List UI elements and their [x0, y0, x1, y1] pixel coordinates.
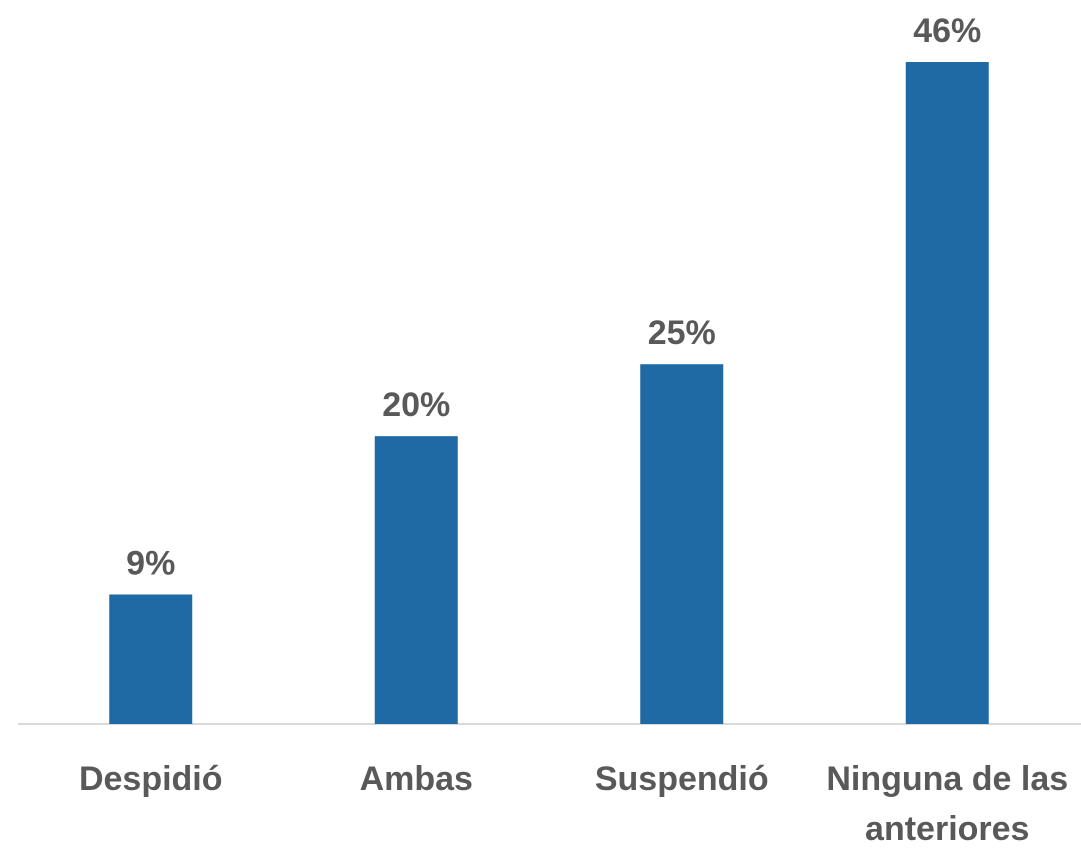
value-label-3: 25%: [648, 314, 716, 352]
value-label-1: 9%: [126, 544, 175, 582]
category-label-line: anteriores: [865, 810, 1029, 848]
bar-2: [374, 436, 458, 724]
bar-1: [109, 594, 193, 724]
bar-4: [905, 62, 989, 724]
bar-3: [640, 364, 724, 724]
value-labels: 9% 20% 25% 46%: [126, 12, 981, 582]
category-labels: Despidió Ambas Suspendió Ninguna de las ante…: [79, 760, 1068, 848]
category-label-1: Despidió: [79, 760, 223, 798]
value-label-4: 46%: [913, 12, 981, 50]
value-label-2: 20%: [382, 386, 450, 424]
category-label-3: Suspendió: [595, 760, 769, 798]
category-label-line: Suspendió: [595, 760, 769, 798]
category-label-line: Ambas: [360, 760, 473, 798]
category-label-2: Ambas: [360, 760, 473, 798]
category-label-line: Despidió: [79, 760, 223, 798]
bar-series: [109, 62, 989, 724]
category-label-line: Ninguna de las: [826, 760, 1068, 798]
category-label-4: Ninguna de las anteriores: [826, 760, 1068, 848]
